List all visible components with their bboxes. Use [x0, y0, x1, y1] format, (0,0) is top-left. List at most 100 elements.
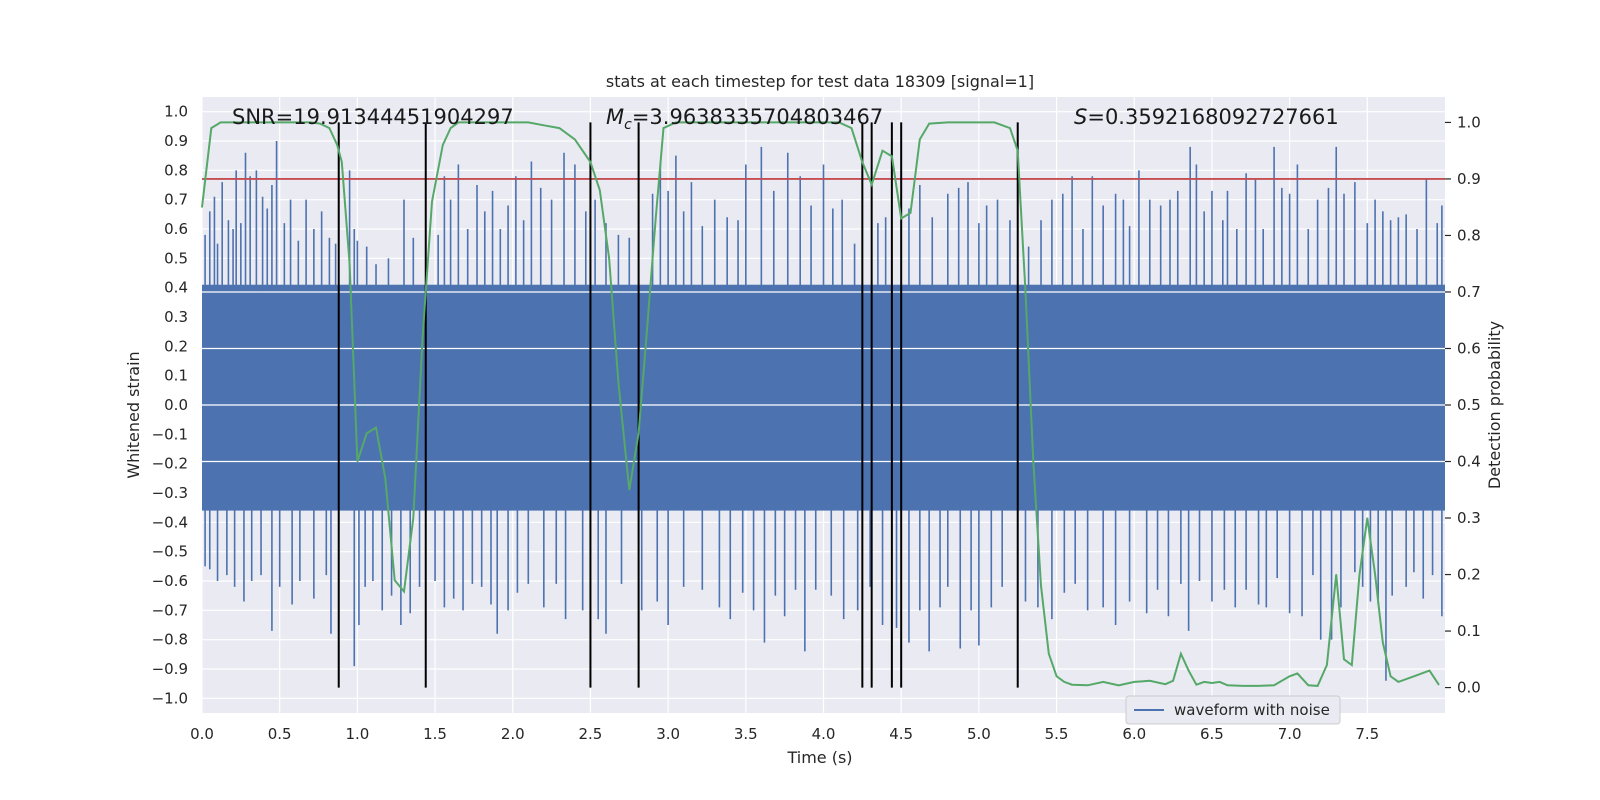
detection-probability-point	[412, 517, 414, 519]
detection-probability-point	[589, 161, 592, 163]
detection-probability-point	[394, 579, 396, 581]
detection-probability-point	[1102, 681, 1104, 683]
x-tick-label: 5.5	[1045, 725, 1069, 743]
chirp-mass-symbol: M	[606, 105, 624, 129]
y-tick-label: 0.7	[164, 191, 188, 209]
chirp-mass-value: =3.9638335704803467	[632, 105, 883, 129]
detection-probability-point	[776, 121, 778, 124]
y-right-tick-label: 1.0	[1457, 113, 1481, 131]
detection-probability-point	[919, 138, 921, 140]
y-tick-label: 0.3	[164, 308, 188, 326]
s-symbol: S	[1074, 105, 1087, 129]
y-tick-label: −0.2	[152, 455, 188, 473]
detection-probability-point	[403, 590, 405, 593]
detection-probability-point	[310, 121, 312, 124]
detection-probability-point	[512, 121, 514, 124]
detection-probability-point	[543, 124, 545, 126]
detection-probability-point	[1413, 675, 1415, 677]
y-tick-label: −0.3	[152, 484, 188, 502]
y-tick-label: 0.6	[164, 220, 188, 238]
detection-probability-point	[608, 257, 610, 259]
x-tick-label: 2.0	[501, 725, 525, 743]
y-axis-label: Whitened strain	[124, 351, 143, 478]
legend-box	[1125, 695, 1341, 725]
detection-probability-point	[706, 121, 708, 124]
detection-probability-point	[1009, 127, 1011, 129]
detection-probability-point	[861, 161, 863, 163]
x-tick-label: 1.0	[345, 725, 369, 743]
detection-probability-point	[1257, 685, 1260, 687]
detection-probability-point	[900, 217, 902, 220]
detection-probability-point	[1195, 684, 1197, 686]
detection-probability-point	[599, 189, 601, 191]
detection-probability-point	[574, 138, 576, 140]
detection-probability-point	[527, 121, 529, 124]
detection-probability-point	[1133, 681, 1135, 683]
x-tick-label: 3.5	[734, 725, 758, 743]
detection-probability-point	[721, 121, 724, 124]
detection-probability-point	[210, 127, 212, 129]
x-tick-label: 4.0	[812, 725, 836, 743]
x-tick-label: 2.5	[579, 725, 603, 743]
detection-probability-point	[248, 121, 250, 124]
detection-probability-point	[1296, 672, 1298, 675]
y-right-tick-label: 0.8	[1457, 226, 1481, 244]
detection-probability-point	[1211, 682, 1213, 684]
detection-probability-point	[319, 122, 321, 125]
y-right-tick-label: 0.4	[1457, 453, 1481, 471]
detection-probability-point	[201, 206, 203, 208]
detection-probability-point	[1390, 675, 1392, 677]
y-right-tick-label: 0.6	[1457, 339, 1481, 357]
detection-probability-point	[970, 121, 972, 124]
detection-probability-point	[993, 121, 996, 124]
detection-probability-point	[881, 150, 884, 152]
y-right-tick-label: 0.3	[1457, 509, 1481, 527]
detection-probability-point	[1374, 573, 1376, 576]
detection-probability-point	[1242, 685, 1244, 687]
y-tick-label: −0.7	[152, 601, 188, 619]
y-tick-label: −0.9	[152, 660, 188, 678]
detection-probability-point	[294, 121, 296, 124]
detection-probability-point	[1326, 664, 1328, 666]
detection-probability-point	[909, 212, 912, 214]
detection-probability-point	[220, 121, 222, 124]
detection-probability-point	[1382, 641, 1384, 643]
y-tick-label: −0.5	[152, 543, 188, 561]
detection-probability-point	[1307, 684, 1309, 686]
y-tick-label: −0.8	[152, 631, 188, 649]
detection-probability-point	[1358, 573, 1361, 576]
detection-probability-point	[558, 127, 560, 129]
detection-probability-point	[690, 121, 693, 124]
detection-probability-point	[1048, 653, 1050, 655]
detection-probability-point	[328, 127, 331, 129]
detection-probability-point	[662, 127, 665, 129]
y-right-tick-label: 0.0	[1457, 679, 1481, 697]
detection-probability-point	[1055, 675, 1058, 677]
chirp-mass-annotation: Mc=3.9638335704803467	[606, 105, 883, 133]
detection-probability-point	[645, 336, 647, 338]
detection-probability-point	[1219, 681, 1221, 683]
detection-probability-point	[928, 122, 930, 125]
detection-probability-point	[1118, 684, 1120, 686]
detection-probability-point	[1366, 517, 1368, 519]
detection-probability-point	[442, 144, 444, 146]
detection-probability-point	[349, 263, 351, 265]
detection-probability-point	[1017, 150, 1019, 152]
detection-probability-point	[628, 489, 630, 491]
detection-probability-point	[1397, 681, 1399, 683]
detection-probability-point	[232, 121, 234, 124]
y-tick-label: 0.0	[164, 396, 188, 414]
detection-probability-point	[384, 477, 386, 480]
s-annotation: S=0.3592168092727661	[1074, 105, 1339, 129]
y-tick-label: −0.4	[152, 513, 188, 531]
detection-probability-point	[638, 432, 640, 434]
y-right-tick-label: 0.9	[1457, 170, 1481, 188]
detection-probability-point	[366, 432, 368, 434]
chirp-mass-subscript: c	[624, 117, 632, 133]
detection-probability-point	[871, 183, 873, 186]
detection-probability-point	[473, 121, 475, 124]
ticks-layer: 0.0 0.5 1.0 1.5 2.0 2.5 3.0 3.5 4.0 4.5 5.0 5.5 6.0 6…	[152, 103, 1481, 743]
detection-probability-point	[1438, 684, 1440, 686]
detection-probability-point	[1316, 685, 1319, 687]
detection-probability-point	[263, 121, 265, 124]
